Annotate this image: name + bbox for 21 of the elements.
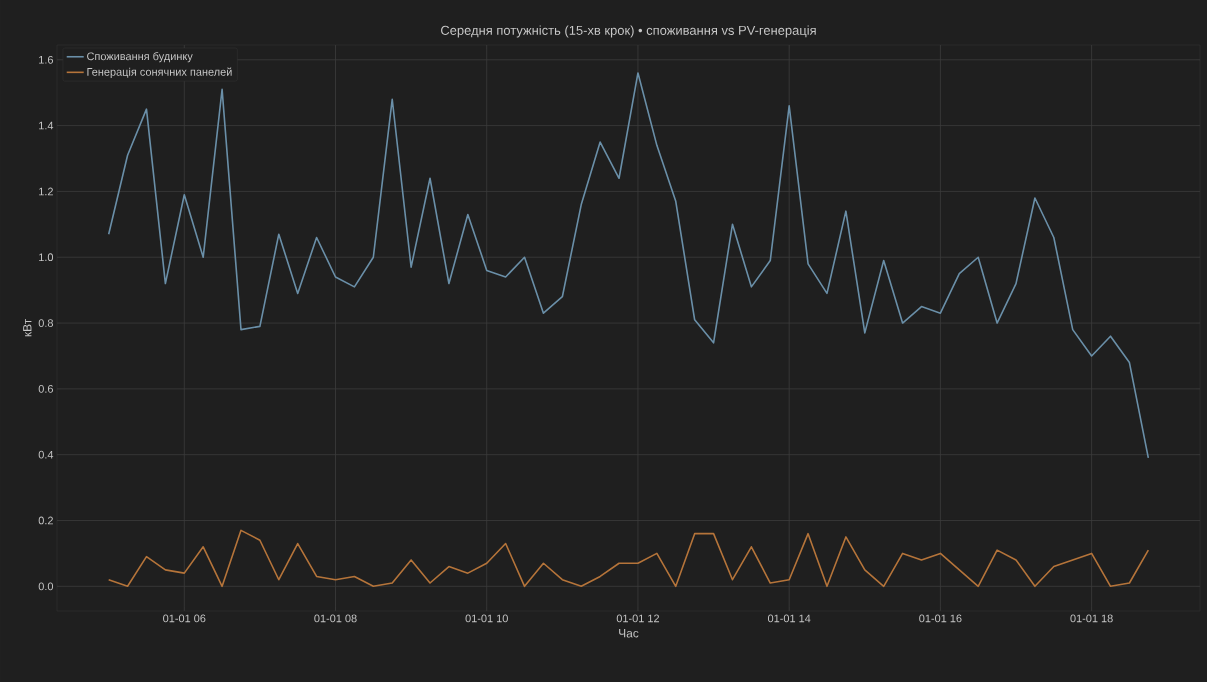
- y-tick-label: 1.2: [39, 187, 53, 196]
- x-tick-label: 01-01 10: [465, 614, 508, 623]
- x-tick-label: 01-01 06: [163, 614, 206, 623]
- legend-label: Споживання будинку: [87, 52, 193, 63]
- x-tick-label: 01-01 08: [314, 614, 357, 623]
- chart-title: Середня потужність (15-хв крок) • споживання vs PV-генерація: [441, 25, 816, 38]
- y-tick-label: 1.4: [39, 121, 54, 130]
- y-tick-label: 0.4: [38, 450, 54, 459]
- y-tick-label: 0.6: [38, 384, 53, 393]
- x-tick-label: 01-01 14: [767, 614, 811, 623]
- y-tick-label: 0.0: [38, 582, 54, 591]
- x-axis-title: Час: [619, 629, 639, 638]
- x-tick-label: 01-01 18: [1070, 614, 1113, 623]
- y-tick-label: 0.8: [38, 319, 53, 327]
- x-tick-label: 01-01 12: [616, 614, 660, 623]
- y-tick-label: 1.0: [39, 253, 54, 262]
- y-tick-label: 0.2: [38, 516, 53, 525]
- x-tick-label: 01-01 16: [919, 614, 962, 623]
- legend-label: Генерація сонячних панелей: [87, 67, 232, 78]
- y-axis-title: кВт: [23, 319, 32, 337]
- y-tick-label: 1.6: [39, 55, 53, 64]
